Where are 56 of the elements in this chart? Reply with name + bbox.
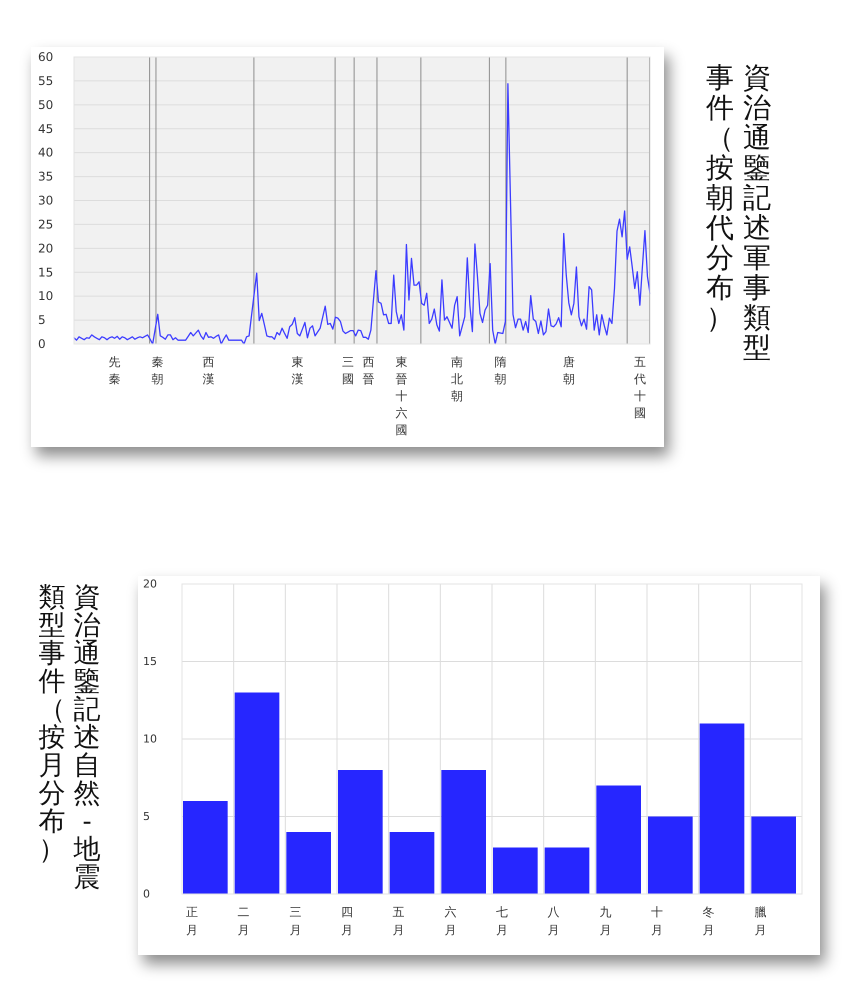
bar	[544, 848, 590, 894]
x-tick-label: 九月	[599, 905, 612, 937]
bar	[234, 692, 280, 894]
y-tick-label: 30	[38, 194, 54, 208]
bar	[751, 816, 796, 894]
x-tick-label: 唐朝	[562, 355, 575, 386]
y-tick-label: 5	[143, 810, 150, 823]
x-tick-label: 隋朝	[494, 355, 506, 386]
y-tick-label: 10	[38, 289, 54, 304]
x-tick-label: 五代十國	[632, 355, 646, 420]
x-tick-label: 五月	[392, 905, 405, 937]
x-tick-label: 二月	[238, 905, 250, 937]
y-tick-label: 25	[38, 217, 54, 232]
bar	[700, 724, 744, 894]
y-tick-label: 60	[38, 50, 54, 64]
x-tick-label: 七月	[496, 905, 508, 937]
y-tick-label: 0	[38, 337, 46, 351]
chart-title: 資治通鑒記述軍事類型事件（按朝代分布）	[706, 61, 771, 364]
x-tick-label: 東漢	[291, 355, 304, 386]
y-tick-label: 55	[38, 74, 54, 88]
y-tick-label: 35	[38, 170, 54, 184]
x-tick-label: 東晉十六國	[395, 355, 408, 437]
x-tick-label: 南北朝	[451, 355, 464, 403]
x-tick-label: 冬月	[702, 905, 715, 937]
x-tick-label: 西漢	[202, 355, 214, 386]
x-tick-label: 西晉	[362, 355, 374, 386]
x-tick-label: 六月	[444, 905, 456, 937]
bar	[183, 801, 228, 894]
bar	[441, 770, 486, 894]
x-tick-label: 八月	[548, 905, 560, 937]
bar	[596, 786, 641, 894]
y-tick-label: 20	[143, 578, 157, 590]
bar	[648, 816, 693, 894]
line-series	[73, 83, 651, 345]
bar	[286, 832, 331, 894]
y-tick-label: 15	[38, 265, 54, 280]
bar	[390, 832, 434, 894]
x-tick-label: 正月	[186, 905, 198, 937]
y-tick-label: 45	[38, 122, 54, 136]
bar	[493, 848, 538, 894]
y-tick-label: 20	[38, 241, 54, 256]
bar	[338, 770, 383, 894]
x-tick-label: 四月	[341, 905, 353, 937]
y-tick-label: 5	[38, 313, 46, 328]
y-tick-label: 50	[38, 98, 54, 112]
x-tick-label: 先秦	[108, 355, 121, 386]
x-tick-label: 三月	[289, 905, 302, 937]
x-tick-label: 臘月	[754, 905, 766, 937]
x-tick-label: 十月	[651, 905, 663, 937]
x-tick-label: 秦朝	[152, 355, 164, 386]
y-tick-label: 10	[143, 732, 157, 746]
y-tick-label: 0	[143, 888, 150, 900]
chart-title: 資治通鑒記述自然-地震類型事件（按月分布）	[38, 582, 100, 893]
x-tick-label: 三國	[342, 355, 354, 386]
y-tick-label: 15	[143, 655, 157, 668]
y-tick-label: 40	[38, 146, 54, 160]
